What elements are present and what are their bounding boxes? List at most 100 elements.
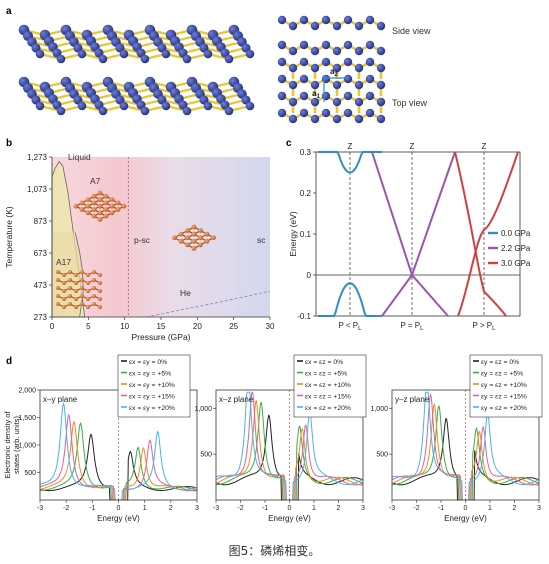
phosphorus-atom [77,49,87,59]
band-0gpa-valence [318,282,382,317]
legend-label: εx = εy = +20% [129,405,175,412]
lattice-vector-a1: a1 [312,89,320,100]
y-tick-label: 2,000 [18,388,36,395]
crystal-atom [103,200,109,206]
band-0gpa-conduction [318,151,382,174]
legend-box [469,354,543,418]
legend-label: εy = εz = +15% [481,394,527,401]
phosphorus-atom [56,106,66,116]
phosphorus-atom [35,49,45,59]
crystal-atom [74,273,78,277]
phosphorus-atom [343,57,353,67]
band-2gpa-a [371,151,449,317]
crystal-atom [204,231,210,237]
y-tick-label: 0 [307,271,312,280]
phosphorus-atom [332,80,342,90]
crystal-atom [92,270,96,274]
crystal-atom [91,193,97,199]
phosphorus-atom [98,106,108,116]
phosphorus-atom [354,114,364,124]
crystal-atom [85,210,91,216]
panel-c-band-structure: c Z P < PL Z P = PL Z P > PL -0.1 0 0.1 0.2 0.3 Ene… [286,138,531,332]
legend-label: εx = εy = +15% [129,394,175,401]
crystal-atom [92,286,96,290]
x-tick-label: P = PL [401,321,425,332]
crystal-structure-illustrations [56,190,216,309]
phosphorus-atom [343,15,353,25]
region-he-label: He [180,288,191,298]
crystal-atom [56,286,60,290]
phosphorus-atom [35,101,45,111]
legend-label: 2.2 GPa [501,244,531,253]
crystal-atom [74,297,78,301]
crystal-atom [109,197,115,203]
crystal-atom [191,238,197,244]
legend-label: εx = εz = +20% [305,405,351,412]
density-of-states-plots: Electronic density of states (arb. units)… [3,354,543,523]
crystal-atom [68,302,72,306]
x-tick-label: 5 [86,322,91,331]
region-psc-label: p-sc [134,235,151,245]
legend-label: εx = εz = +15% [305,394,351,401]
crystal-atom [80,270,84,274]
phosphorus-atom [376,114,386,124]
crystal-atom [56,302,60,306]
crystal-atom [172,235,177,241]
plane-label: y–z plane [395,395,430,404]
crystal-atom [103,213,109,219]
phosphorus-atom [321,15,331,25]
crystal-atom [178,238,184,244]
band-3gpa-b [457,151,519,317]
phosphorus-atom [376,63,386,73]
legend-label: εy = εz = +20% [481,405,527,412]
phase-diagram-plot [51,157,271,318]
legend-label: 0.0 GPa [501,229,531,238]
region-sc-label: sc [257,235,266,245]
crystal-atom [68,270,72,274]
legend-label: εx = εy = +10% [129,382,175,389]
x-tick-label: 1 [488,505,492,512]
phosphorus-atom [299,15,309,25]
x-tick-label: -1 [89,505,95,512]
crystal-atom [204,238,210,244]
phosphorus-atom [77,101,87,111]
z-point-label: Z [348,142,353,151]
crystal-atom [68,278,72,282]
crystal-atom [73,203,79,209]
z-point-label: Z [410,142,415,151]
phosphorus-atom [332,46,342,56]
y-tick-label: 873 [34,217,48,226]
x-axis-label: Energy (eV) [97,514,140,523]
phosphorus-atom [376,97,386,107]
phosphorus-atom [321,57,331,67]
x-axis-label: Energy (eV) [268,514,311,523]
phosphorus-atom [310,46,320,56]
phase-diagram-background [52,157,270,317]
legend-label: εx = εz = 0% [305,359,343,366]
y-tick-label: 273 [34,313,48,322]
crystal-atom [62,273,66,277]
crystal-atom [68,286,72,290]
figure-canvas: a Side view Top view a2 a1 b 0 5 10 15 20 25 3… [3,6,543,523]
crystal-atom [103,193,109,199]
x-tick-label: 3 [537,505,541,512]
phosphorus-atom [332,21,342,31]
side-view-label: Side view [392,26,431,36]
phosphorus-atom [277,15,287,25]
phosphorus-atom [354,46,364,56]
region-a17-label: A17 [56,257,71,267]
crystal-atom [62,297,66,301]
crystal-atom [80,294,84,298]
y-tick-label: 1,273 [27,153,48,162]
y-tick-label: 0.2 [300,189,312,198]
x-tick-label: -2 [237,505,243,512]
x-tick-label: 25 [229,322,238,331]
crystal-atom [98,273,102,277]
top-view-lattice [277,57,386,124]
phosphorus-atom [332,114,342,124]
crystal-atom [97,210,103,216]
crystal-atom [80,302,84,306]
panel-b-label: b [6,138,12,149]
phosphorus-atom [299,40,309,50]
panel-d-density-of-states: d Electronic density of states (arb. unit… [3,354,543,523]
